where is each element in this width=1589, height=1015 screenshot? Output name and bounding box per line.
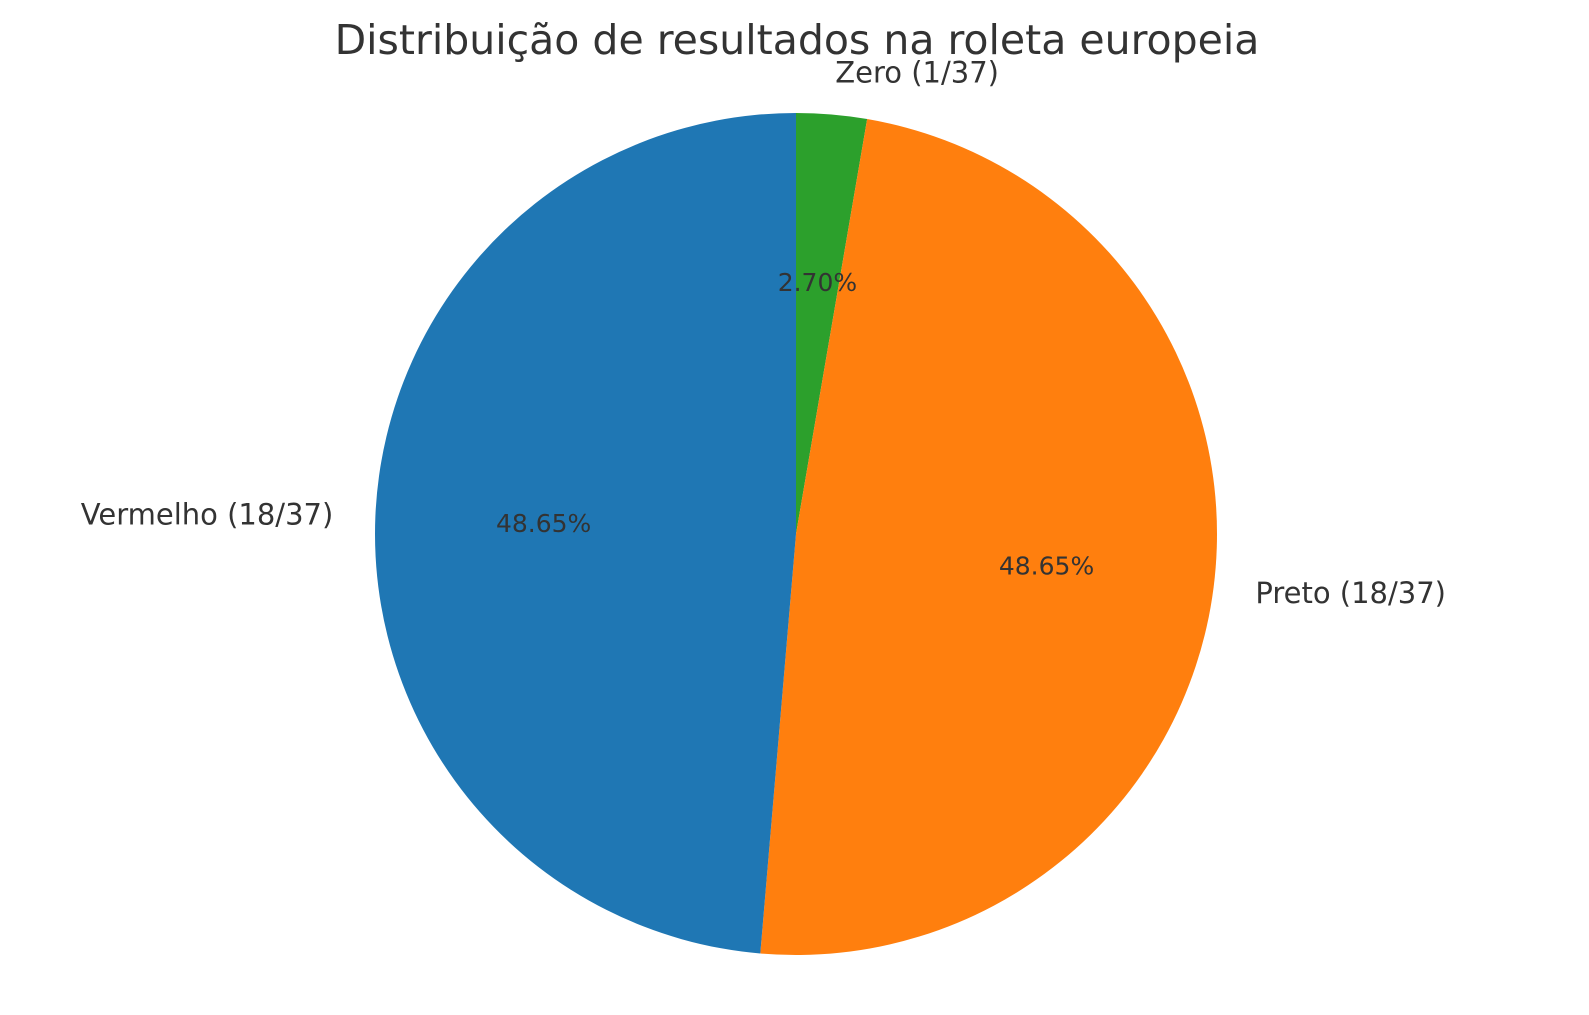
slice-percentage-label: 48.65% [999,552,1094,581]
pie-slice [796,113,868,534]
slice-label: Preto (18/37) [1255,576,1446,610]
pie-slice [374,113,796,954]
slice-label: Zero (1/37) [835,56,999,90]
chart-title: Distribuição de resultados na roleta eur… [335,16,1260,64]
slice-label: Vermelho (18/37) [81,497,334,531]
pie-slices [374,113,1217,955]
slice-percentage-label: 48.65% [496,509,591,538]
pie-labels: Zero (1/37) 2.70% Preto (18/37) 48.65% Verme… [81,56,1446,610]
pie-slice [760,119,1217,955]
slice-percentage-label: 2.70% [778,268,857,297]
